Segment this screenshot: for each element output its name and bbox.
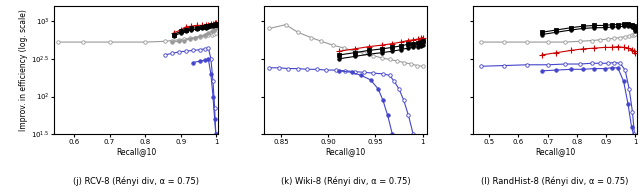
X-axis label: Recall@10: Recall@10 — [116, 147, 156, 156]
Text: (l) RandHist-8 (Rényi div, α = 0.75): (l) RandHist-8 (Rényi div, α = 0.75) — [481, 177, 628, 186]
Text: (j) RCV-8 (Rényi div, α = 0.75): (j) RCV-8 (Rényi div, α = 0.75) — [73, 177, 199, 186]
Text: (k) Wiki-8 (Rényi div, α = 0.75): (k) Wiki-8 (Rényi div, α = 0.75) — [281, 177, 410, 186]
X-axis label: Recall@10: Recall@10 — [535, 147, 575, 156]
X-axis label: Recall@10: Recall@10 — [326, 147, 365, 156]
Y-axis label: Improv. in efficiency (log. scale): Improv. in efficiency (log. scale) — [19, 9, 28, 131]
